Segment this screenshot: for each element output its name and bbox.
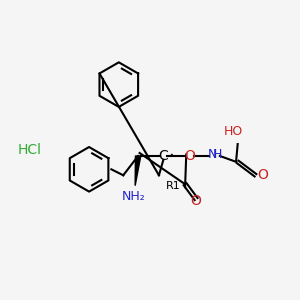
Text: C: C <box>158 149 168 163</box>
Text: N: N <box>208 148 217 161</box>
Text: O: O <box>185 149 196 163</box>
Polygon shape <box>135 156 141 186</box>
Text: NH₂: NH₂ <box>122 190 146 203</box>
Text: O: O <box>257 168 268 182</box>
Text: ·: · <box>168 147 174 165</box>
Text: R1: R1 <box>166 181 181 191</box>
Text: HCl: HCl <box>18 143 42 157</box>
Text: HO: HO <box>224 125 243 138</box>
Text: H: H <box>213 148 223 161</box>
Text: O: O <box>190 194 202 208</box>
